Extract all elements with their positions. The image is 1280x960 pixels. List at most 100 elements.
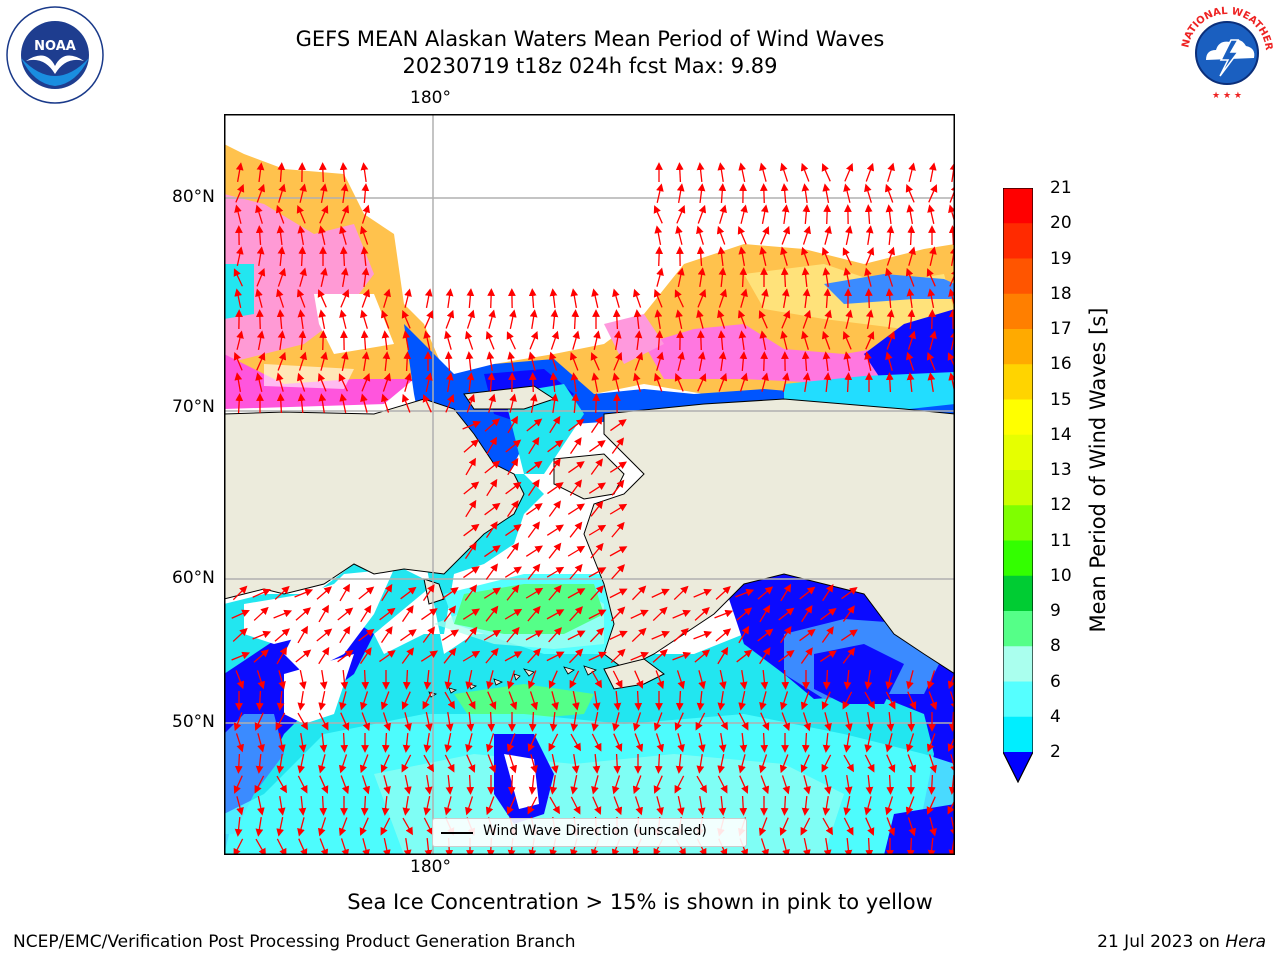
wind-wave-arrow: [339, 583, 350, 602]
wind-wave-arrow: [780, 583, 792, 602]
wind-wave-arrow: [484, 545, 501, 558]
wind-wave-arrow: [592, 753, 601, 774]
wind-wave-arrow: [845, 309, 853, 329]
wind-wave-arrow: [527, 521, 540, 538]
wind-wave-arrow: [613, 690, 622, 711]
wind-wave-arrow: [865, 225, 874, 246]
wind-wave-arrow: [821, 246, 831, 266]
wind-wave-arrow: [821, 691, 831, 710]
wind-wave-arrow: [759, 246, 767, 266]
wind-wave-arrow: [675, 162, 684, 183]
wind-wave-arrow: [821, 754, 832, 773]
wind-wave-arrow: [464, 584, 477, 601]
wind-wave-arrow: [591, 670, 602, 689]
wind-wave-arrow: [359, 225, 369, 245]
wind-wave-arrow: [466, 774, 475, 795]
wind-wave-arrow: [613, 733, 623, 752]
wind-wave-arrow: [928, 691, 938, 711]
wind-wave-arrow: [715, 628, 732, 642]
wind-wave-arrow: [296, 205, 306, 224]
wind-wave-arrow: [738, 330, 747, 351]
wind-wave-arrow: [823, 837, 832, 855]
wind-wave-arrow: [865, 711, 874, 732]
wind-wave-arrow: [948, 225, 955, 246]
colorbar-tick-label: 20: [1050, 213, 1072, 234]
wind-wave-arrow: [274, 628, 290, 642]
wind-wave-arrow: [739, 267, 748, 288]
wind-wave-arrow: [548, 500, 561, 517]
wind-wave-arrow: [844, 372, 853, 393]
wind-wave-arrow: [739, 351, 748, 372]
wind-wave-arrow: [569, 437, 582, 454]
wind-wave-arrow: [549, 796, 560, 815]
wind-wave-arrow: [318, 162, 327, 183]
wind-wave-arrow: [801, 183, 810, 204]
wind-wave-arrow: [822, 183, 831, 203]
wind-wave-arrow: [842, 647, 856, 664]
wind-wave-arrow: [462, 608, 480, 620]
wind-wave-arrow: [276, 838, 287, 855]
wind-wave-arrow: [675, 225, 683, 245]
wind-wave-arrow: [359, 817, 369, 836]
wind-wave-arrow: [655, 330, 664, 351]
wind-wave-arrow: [694, 649, 711, 663]
wind-wave-arrow: [508, 691, 518, 711]
wind-wave-arrow: [233, 712, 243, 732]
wind-wave-arrow: [402, 817, 413, 836]
wind-wave-arrow: [717, 775, 728, 794]
wind-wave-arrow: [593, 330, 601, 350]
wind-wave-arrow: [696, 753, 705, 774]
wind-wave-arrow: [337, 607, 354, 621]
wind-wave-arrow: [760, 732, 769, 753]
wind-wave-arrow: [633, 372, 641, 392]
wind-wave-arrow: [631, 585, 647, 601]
wind-wave-arrow: [697, 351, 706, 371]
wind-wave-arrow: [673, 628, 689, 642]
wind-wave-arrow: [677, 351, 685, 371]
wind-wave-arrow: [738, 712, 749, 731]
wind-wave-arrow: [780, 246, 788, 266]
colorbar-extend-triangle: [1003, 752, 1033, 782]
wind-wave-arrow: [231, 651, 251, 661]
wind-wave-arrow: [757, 586, 774, 600]
wind-wave-arrow: [674, 712, 684, 731]
wind-wave-arrow: [697, 795, 706, 816]
wind-wave-arrow: [905, 267, 915, 287]
wind-wave-arrow: [737, 226, 747, 245]
wind-wave-arrow: [634, 351, 644, 371]
wind-wave-arrow: [445, 394, 455, 413]
wind-wave-arrow: [673, 585, 689, 601]
colorbar-tick-label: 21: [1050, 178, 1072, 198]
wind-wave-arrow: [340, 183, 349, 204]
wind-wave-arrow: [759, 647, 771, 665]
wind-wave-arrow: [362, 838, 370, 855]
wind-wave-arrow: [340, 669, 349, 690]
wind-wave-arrow: [404, 775, 412, 795]
wind-wave-arrow: [630, 609, 649, 619]
wind-wave-arrow: [318, 712, 329, 731]
wind-wave-arrow: [382, 372, 392, 392]
wind-wave-arrow: [525, 630, 544, 641]
wind-wave-arrow: [739, 795, 748, 816]
wind-wave-arrow: [527, 796, 538, 815]
wind-wave-arrow: [569, 479, 582, 496]
wind-wave-arrow: [949, 268, 955, 287]
wind-wave-arrow: [445, 309, 455, 329]
wind-wave-arrow: [442, 587, 459, 600]
wind-wave-arrow: [319, 183, 328, 203]
wind-wave-arrow: [445, 372, 454, 392]
wind-wave-arrows: [231, 162, 955, 855]
wind-wave-arrow: [529, 309, 538, 330]
wind-wave-arrow: [255, 690, 264, 711]
wind-wave-arrow: [760, 226, 770, 245]
wind-wave-arrow: [802, 204, 811, 225]
wind-wave-arrow: [339, 162, 348, 183]
wind-wave-arrow: [464, 542, 477, 559]
wind-wave-arrow: [253, 649, 269, 663]
wind-wave-arrow: [927, 774, 936, 795]
wind-wave-arrow: [298, 330, 307, 351]
wind-wave-arrow: [527, 670, 537, 690]
wind-wave-arrow: [782, 372, 790, 392]
wind-wave-arrow: [273, 609, 293, 619]
wind-wave-arrow: [257, 796, 265, 816]
